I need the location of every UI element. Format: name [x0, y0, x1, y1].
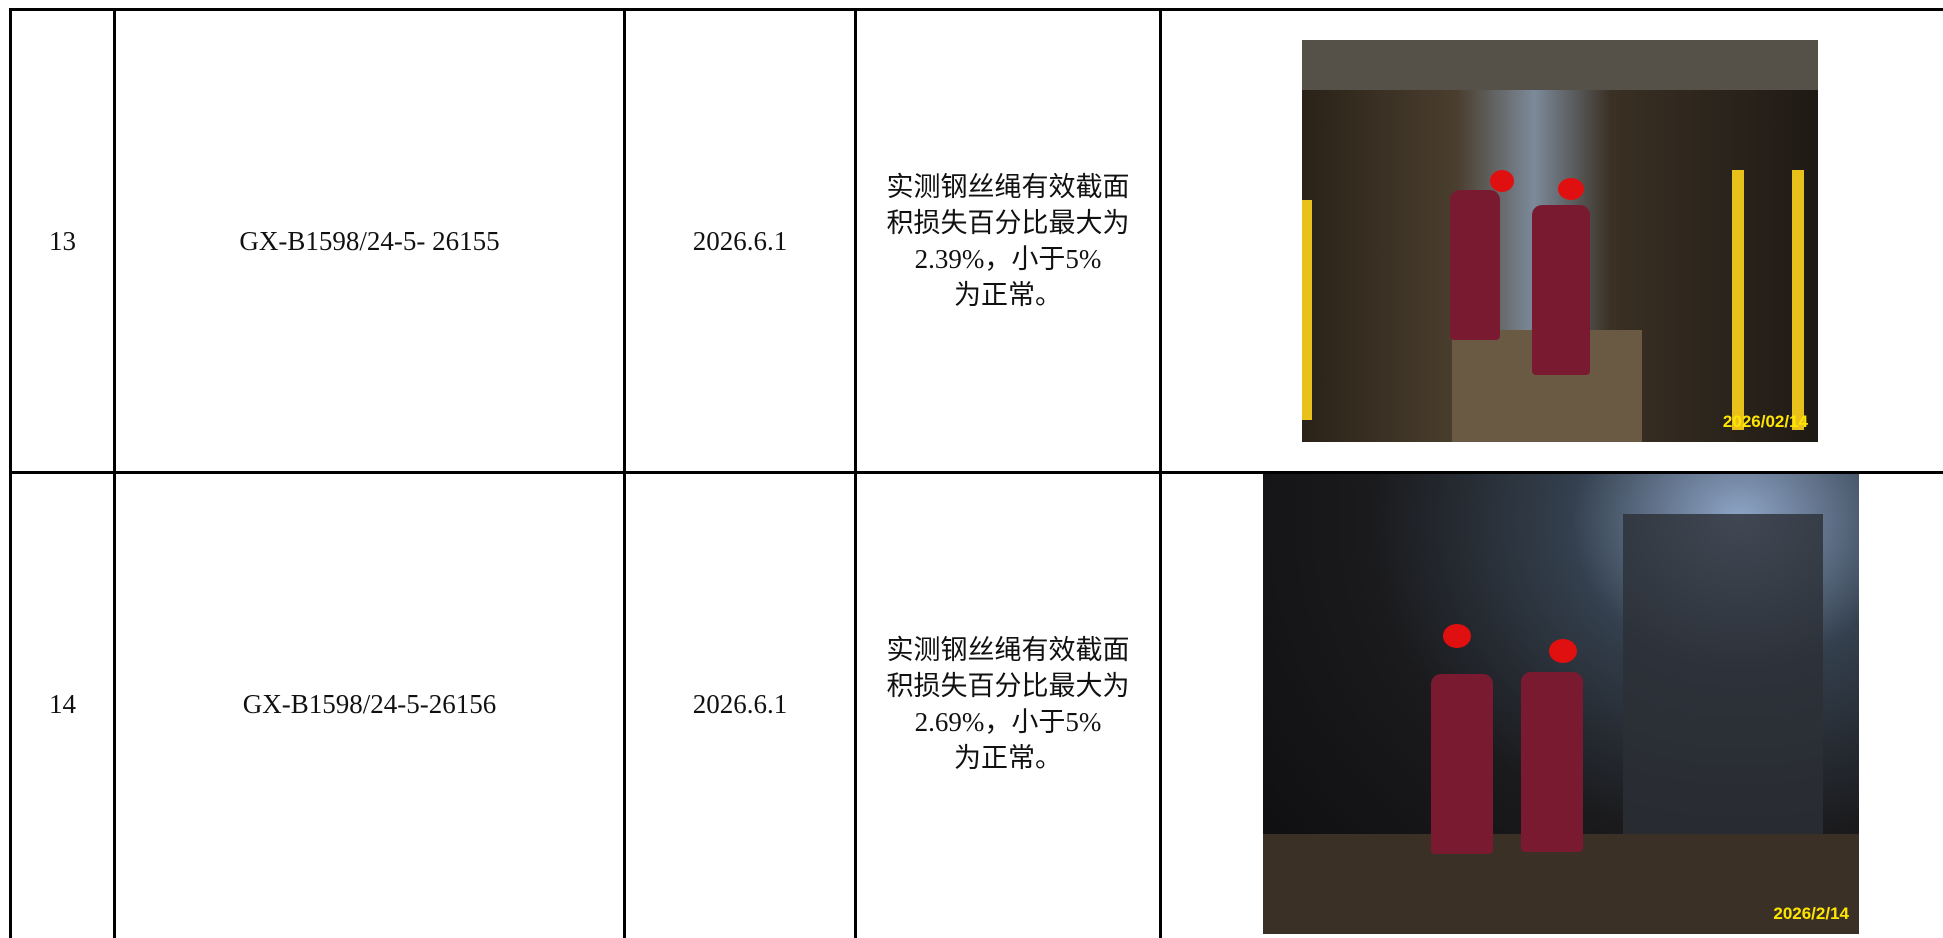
rope-code: GX-B1598/24-5-26156	[242, 689, 497, 719]
result-line: 实测钢丝绳有效截面	[886, 172, 1130, 202]
col-border	[1159, 8, 1162, 938]
photo-date-stamp: 2026/2/14	[1773, 904, 1849, 923]
date: 2026.6.1	[692, 226, 788, 256]
photo-worker	[1450, 190, 1500, 340]
photo-rail	[1732, 170, 1744, 430]
result-line: 积损失百分比最大为	[886, 671, 1130, 701]
row-number: 14	[49, 689, 76, 719]
photo-ceiling	[1302, 40, 1818, 90]
result-line: 2.39%，小于5%	[914, 244, 1102, 274]
result-line: 为正常。	[954, 280, 1062, 310]
col-border	[623, 8, 626, 938]
rope-code: GX-B1598/24-5- 26155	[239, 226, 500, 256]
photo-helmet	[1490, 170, 1514, 192]
photo-date-stamp: 2026/02/14	[1722, 412, 1808, 431]
result-text: 实测钢丝绳有效截面 积损失百分比最大为 2.69%，小于5% 为正常。	[887, 632, 1130, 776]
col-border	[113, 8, 116, 938]
result-line: 为正常。	[954, 743, 1062, 773]
row-border	[9, 8, 1943, 11]
photo-helmet	[1443, 624, 1471, 648]
photo-structure	[1623, 514, 1823, 834]
result-line: 积损失百分比最大为	[886, 208, 1130, 238]
col-border	[9, 8, 12, 938]
row-border	[9, 471, 1943, 474]
inspection-photo: 2026/2/14	[1263, 474, 1859, 934]
row-number: 13	[49, 226, 76, 256]
photo-rail	[1792, 170, 1804, 430]
result: 实测钢丝绳有效截面 积损失百分比最大为 2.69%，小于5% 为正常。	[857, 474, 1159, 934]
result: 实测钢丝绳有效截面 积损失百分比最大为 2.39%，小于5% 为正常。	[857, 11, 1159, 471]
photo-rail	[1302, 200, 1312, 420]
col-border	[854, 8, 857, 938]
result-line: 实测钢丝绳有效截面	[886, 635, 1130, 665]
result-line: 2.69%，小于5%	[914, 707, 1102, 737]
photo-worker	[1431, 674, 1493, 854]
photo-worker	[1521, 672, 1583, 852]
photo-worker	[1532, 205, 1590, 375]
inspection-photo: 2026/02/14	[1302, 40, 1818, 442]
photo-helmet	[1558, 178, 1584, 200]
result-text: 实测钢丝绳有效截面 积损失百分比最大为 2.39%，小于5% 为正常。	[887, 169, 1130, 313]
photo-helmet	[1549, 639, 1577, 663]
date: 2026.6.1	[692, 689, 788, 719]
